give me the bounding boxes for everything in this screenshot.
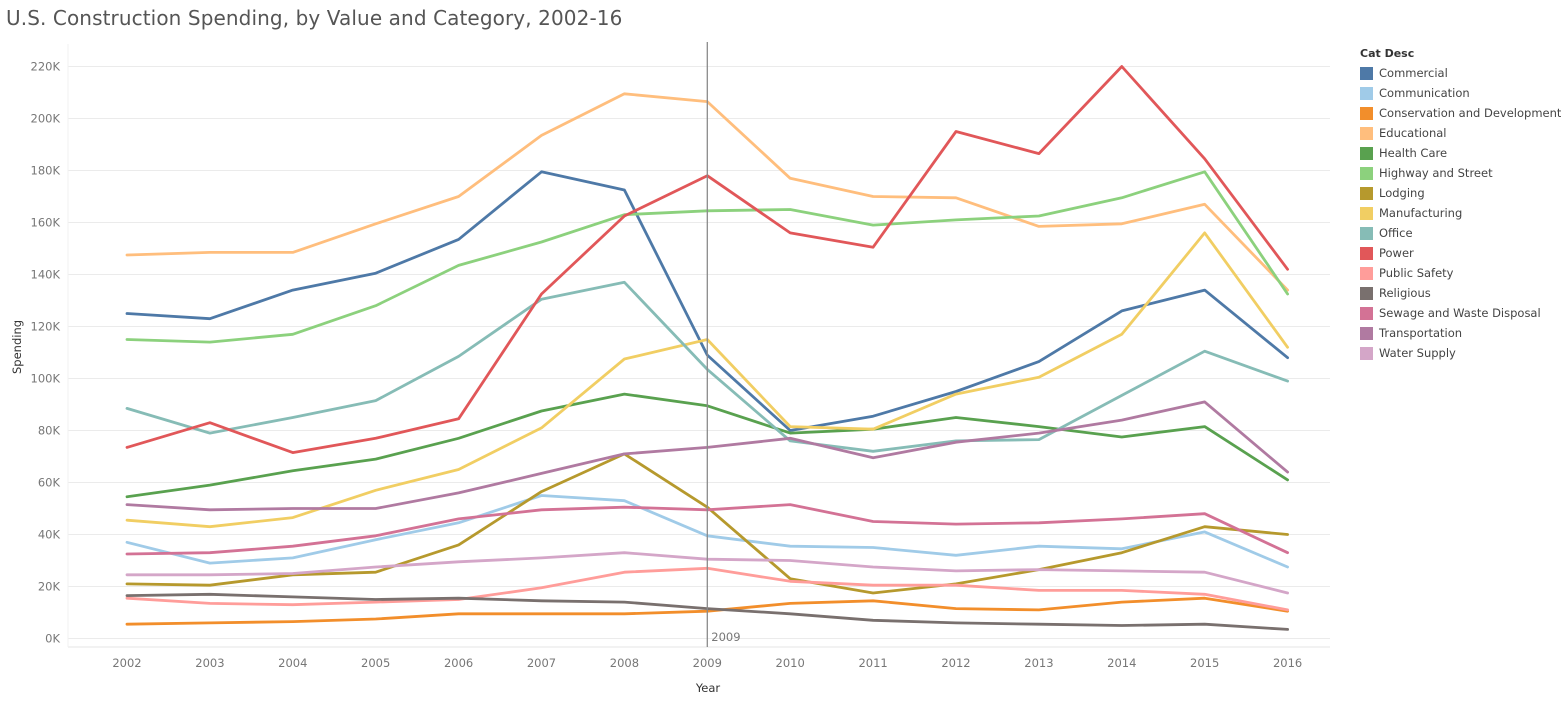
legend-label: Sewage and Waste Disposal [1379, 306, 1541, 320]
legend-item[interactable]: Religious [1360, 283, 1560, 303]
legend-swatch [1360, 286, 1373, 300]
legend-item[interactable]: Educational [1360, 123, 1560, 143]
annotation-layer: 2009 [706, 42, 741, 647]
reference-line-label: 2009 [711, 630, 740, 644]
x-tick-label: 2015 [1190, 656, 1219, 670]
x-tick-label: 2011 [858, 656, 887, 670]
legend-label: Water Supply [1379, 346, 1456, 360]
legend-swatch [1360, 126, 1373, 140]
y-tick-label: 40K [38, 528, 61, 542]
x-tick-label: 2012 [941, 656, 970, 670]
legend-item[interactable]: Highway and Street [1360, 163, 1560, 183]
y-tick-label: 180K [31, 164, 61, 178]
legend-label: Communication [1379, 86, 1470, 100]
grid-layer [68, 66, 1330, 639]
legend-label: Commercial [1379, 66, 1448, 80]
legend-title: Cat Desc [1360, 47, 1415, 60]
x-tick-label: 2003 [195, 656, 224, 670]
legend-swatch [1360, 346, 1373, 360]
legend-label: Office [1379, 226, 1413, 240]
legend: Cat Desc Commercial Communication Conserva… [1360, 47, 1561, 363]
legend-item[interactable]: Conservation and Development [1360, 103, 1561, 123]
legend-label: Highway and Street [1379, 166, 1493, 180]
y-tick-label: 80K [38, 424, 61, 438]
legend-swatch [1360, 146, 1373, 160]
legend-label: Conservation and Development [1379, 106, 1561, 120]
legend-label: Power [1379, 246, 1414, 260]
legend-swatch [1360, 206, 1373, 220]
legend-label: Health Care [1379, 146, 1448, 160]
legend-label: Educational [1379, 126, 1447, 140]
legend-item[interactable]: Office [1360, 223, 1560, 243]
legend-swatch [1360, 186, 1373, 200]
legend-swatch [1360, 266, 1373, 280]
legend-item[interactable]: Manufacturing [1360, 203, 1560, 223]
x-tick-label: 2014 [1107, 656, 1136, 670]
legend-label: Public Safety [1379, 266, 1454, 280]
x-tick-label: 2004 [278, 656, 307, 670]
x-tick-label: 2010 [776, 656, 805, 670]
legend-swatch [1360, 326, 1373, 340]
chart-title: U.S. Construction Spending, by Value and… [6, 6, 623, 30]
legend-item[interactable]: Water Supply [1360, 343, 1560, 363]
legend-item[interactable]: Transportation [1360, 323, 1560, 343]
legend-items: Commercial Communication Conservation and … [1360, 63, 1561, 363]
y-tick-label: 0K [45, 632, 60, 646]
legend-item[interactable]: Public Safety [1360, 263, 1560, 283]
x-tick-label: 2013 [1024, 656, 1053, 670]
legend-item[interactable]: Lodging [1360, 183, 1560, 203]
legend-item[interactable]: Communication [1360, 83, 1560, 103]
x-tick-label: 2002 [112, 656, 141, 670]
legend-label: Transportation [1379, 326, 1463, 340]
legend-swatch [1360, 226, 1373, 240]
x-tick-label: 2007 [527, 656, 556, 670]
y-tick-label: 20K [38, 580, 61, 594]
legend-swatch [1360, 246, 1373, 260]
y-tick-label: 220K [31, 60, 61, 74]
legend-swatch [1360, 106, 1373, 120]
x-tick-label: 2009 [693, 656, 722, 670]
y-tick-label: 140K [31, 268, 61, 282]
x-tick-label: 2008 [610, 656, 639, 670]
y-axis-title: Spending [10, 320, 24, 374]
y-tick-label: 200K [31, 112, 61, 126]
y-tick-label: 100K [31, 372, 61, 386]
legend-label: Manufacturing [1379, 206, 1463, 220]
x-tick-label: 2005 [361, 656, 390, 670]
x-tick-label: 2006 [444, 656, 473, 670]
legend-item[interactable]: Power [1360, 243, 1560, 263]
legend-item[interactable]: Health Care [1360, 143, 1560, 163]
y-tick-label: 60K [38, 476, 61, 490]
legend-item[interactable]: Commercial [1360, 63, 1560, 83]
legend-swatch [1360, 166, 1373, 180]
legend-item[interactable]: Sewage and Waste Disposal [1360, 303, 1560, 323]
legend-swatch [1360, 86, 1373, 100]
legend-swatch [1360, 306, 1373, 320]
x-tick-label: 2016 [1273, 656, 1302, 670]
legend-swatch [1360, 66, 1373, 80]
legend-label: Religious [1379, 286, 1431, 300]
axis-layer: 0K 20K 40K 60K 80K 100K 120K 140K 160K 180K 200K 22… [10, 44, 1330, 695]
y-tick-label: 160K [31, 216, 61, 230]
x-axis-title: Year [695, 681, 721, 695]
y-tick-label: 120K [31, 320, 61, 334]
legend-label: Lodging [1379, 186, 1425, 200]
